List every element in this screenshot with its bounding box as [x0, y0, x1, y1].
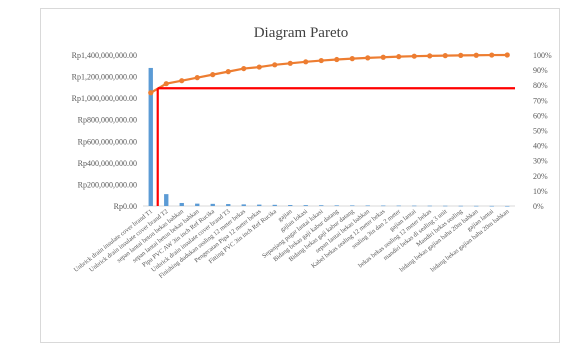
- bar: [396, 205, 401, 207]
- cumulative-point: [427, 53, 433, 59]
- cumulative-point: [396, 54, 402, 60]
- cumulative-point: [349, 56, 355, 62]
- cumulative-point: [504, 52, 510, 58]
- y-left-tick-label: Rp400,000,000.00: [78, 159, 137, 168]
- y-left-tick-label: Rp1,400,000,000.00: [72, 51, 137, 60]
- bar-series: [148, 67, 510, 207]
- right-axis: 0% 10% 20% 30% 40% 50% 60% 70% 80% 90% 100%: [533, 51, 552, 211]
- cumulative-point: [287, 60, 293, 66]
- y-right-tick-label: 60%: [533, 111, 548, 120]
- bar: [412, 205, 417, 207]
- y-right-tick-label: 20%: [533, 172, 548, 181]
- y-left-tick-label: Rp1,000,000,000.00: [72, 94, 137, 103]
- bar: [257, 204, 262, 206]
- cumulative-point: [489, 52, 495, 58]
- cumulative-point: [272, 62, 278, 68]
- cumulative-line-series: [148, 52, 510, 96]
- cumulative-point: [256, 64, 262, 70]
- cumulative-point: [241, 65, 247, 72]
- bar: [474, 205, 479, 207]
- y-right-tick-label: 40%: [533, 142, 548, 151]
- bar: [489, 205, 494, 207]
- cumulative-point: [473, 52, 479, 58]
- bar: [350, 205, 355, 207]
- cumulative-point: [458, 52, 464, 58]
- bar: [319, 205, 324, 206]
- y-left-tick-label: Rp0.00: [114, 202, 137, 211]
- y-right-tick-label: 10%: [533, 187, 548, 196]
- bar: [505, 205, 510, 207]
- chart-frame: Diagram Pareto Rp0.00 Rp200,000,000.00 Rp4…: [40, 8, 560, 343]
- cumulative-point: [334, 56, 340, 63]
- bar: [427, 205, 432, 207]
- y-left-tick-label: Rp800,000,000.00: [78, 116, 137, 125]
- cumulative-point: [411, 53, 417, 59]
- y-right-tick-label: 100%: [533, 51, 552, 60]
- y-right-tick-label: 50%: [533, 127, 548, 136]
- bar: [381, 205, 386, 207]
- cumulative-point: [303, 59, 309, 65]
- category-labels: Unbrick drain insulate cover brand T1Unb…: [73, 208, 511, 280]
- cumulative-point: [442, 53, 448, 59]
- y-right-tick-label: 0%: [533, 202, 544, 211]
- y-left-tick-label: Rp600,000,000.00: [78, 137, 137, 146]
- y-right-tick-label: 80%: [533, 81, 548, 90]
- bar: [443, 205, 448, 207]
- cumulative-point: [148, 90, 154, 96]
- cumulative-point: [380, 54, 386, 60]
- pareto-chart: Diagram Pareto Rp0.00 Rp200,000,000.00 Rp4…: [72, 25, 552, 280]
- bar: [195, 203, 200, 206]
- chart-title: Diagram Pareto: [254, 25, 349, 41]
- y-right-tick-label: 90%: [533, 66, 548, 75]
- bar: [288, 205, 293, 206]
- y-left-tick-label: Rp200,000,000.00: [78, 180, 137, 189]
- y-left-tick-label: Rp1,200,000,000.00: [72, 73, 137, 82]
- y-right-tick-label: 70%: [533, 96, 548, 105]
- reference-line: [156, 87, 515, 206]
- y-right-tick-label: 30%: [533, 157, 548, 166]
- cumulative-point: [225, 69, 231, 75]
- bar: [179, 202, 184, 206]
- bar: [458, 205, 463, 207]
- cumulative-point: [365, 55, 371, 61]
- left-axis: Rp0.00 Rp200,000,000.00 Rp400,000,000.00 Rp…: [72, 51, 515, 211]
- cumulative-point: [163, 81, 169, 87]
- cumulative-point: [194, 75, 200, 81]
- cumulative-point: [179, 78, 185, 84]
- cumulative-point: [318, 57, 324, 64]
- bar: [241, 204, 246, 206]
- bar: [164, 194, 169, 206]
- bar: [365, 205, 370, 207]
- bar: [226, 204, 231, 206]
- bar: [148, 67, 153, 206]
- bar: [334, 205, 339, 206]
- cumulative-point: [210, 72, 216, 78]
- bar: [272, 204, 277, 206]
- bar: [210, 203, 215, 206]
- cumulative-line: [150, 53, 508, 94]
- bar: [303, 205, 308, 206]
